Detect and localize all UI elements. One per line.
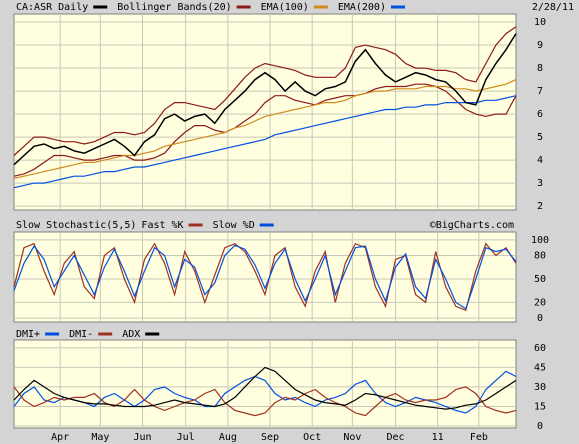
y-tick-label: 0 xyxy=(537,421,543,432)
legend-label: Slow %D xyxy=(213,220,255,231)
series-line xyxy=(13,366,517,410)
x-tick-label: Jun xyxy=(133,432,151,443)
y-tick-label: 3 xyxy=(537,178,543,189)
y-tick-label: 8 xyxy=(537,63,543,74)
y-tick-label: 9 xyxy=(537,40,543,51)
legend-label: DMI+ xyxy=(16,329,40,340)
x-tick-label: 11 xyxy=(432,432,444,443)
chart-title: Slow Stochastic(5,5) xyxy=(16,220,136,231)
legend-label: CA:ASR Daily xyxy=(16,2,88,13)
y-tick-label: 7 xyxy=(537,86,543,97)
series-line xyxy=(13,95,517,189)
y-tick-label: 80 xyxy=(534,250,546,261)
x-tick-label: Apr xyxy=(51,432,69,443)
x-tick-label: Sep xyxy=(261,432,279,443)
y-tick-label: 100 xyxy=(531,235,549,246)
x-tick-label: May xyxy=(91,432,109,443)
plot-area xyxy=(13,231,517,323)
legend-label: Bollinger Bands(20) xyxy=(117,2,231,13)
x-tick-label: Aug xyxy=(219,432,237,443)
x-tick-label: Feb xyxy=(470,432,488,443)
y-tick-label: 10 xyxy=(534,17,546,28)
series-line xyxy=(13,79,517,180)
y-tick-label: 20 xyxy=(534,297,546,308)
legend-label: DMI- xyxy=(69,329,93,340)
y-tick-label: 50 xyxy=(534,274,546,285)
x-tick-label: Jul xyxy=(177,432,195,443)
y-tick-label: 15 xyxy=(534,401,546,412)
band-upper xyxy=(13,26,517,156)
plot-area xyxy=(13,13,517,211)
legend-label: Fast %K xyxy=(141,220,183,231)
y-tick-label: 5 xyxy=(537,132,543,143)
legend-label: EMA(200) xyxy=(338,2,386,13)
panel-header xyxy=(0,216,579,232)
x-tick-label: Dec xyxy=(386,432,404,443)
y-tick-label: 4 xyxy=(537,155,543,166)
series-line xyxy=(13,33,517,166)
band-lower xyxy=(13,83,517,177)
panel-header xyxy=(0,325,579,340)
chart-date: 2/28/11 xyxy=(532,2,574,13)
credit: ©BigCharts.com xyxy=(430,220,514,231)
series-line xyxy=(13,386,517,417)
panel-header xyxy=(0,0,579,14)
series-line xyxy=(13,244,517,310)
plot-area xyxy=(13,339,517,429)
y-tick-label: 2 xyxy=(537,201,543,212)
x-tick-label: Nov xyxy=(343,432,361,443)
legend-label: EMA(100) xyxy=(261,2,309,13)
y-tick-label: 6 xyxy=(537,109,543,120)
y-tick-label: 0 xyxy=(537,313,543,324)
legend-label: ADX xyxy=(122,329,140,340)
y-tick-label: 30 xyxy=(534,382,546,393)
y-tick-label: 60 xyxy=(534,343,546,354)
y-tick-label: 45 xyxy=(534,362,546,373)
x-tick-label: Oct xyxy=(303,432,321,443)
